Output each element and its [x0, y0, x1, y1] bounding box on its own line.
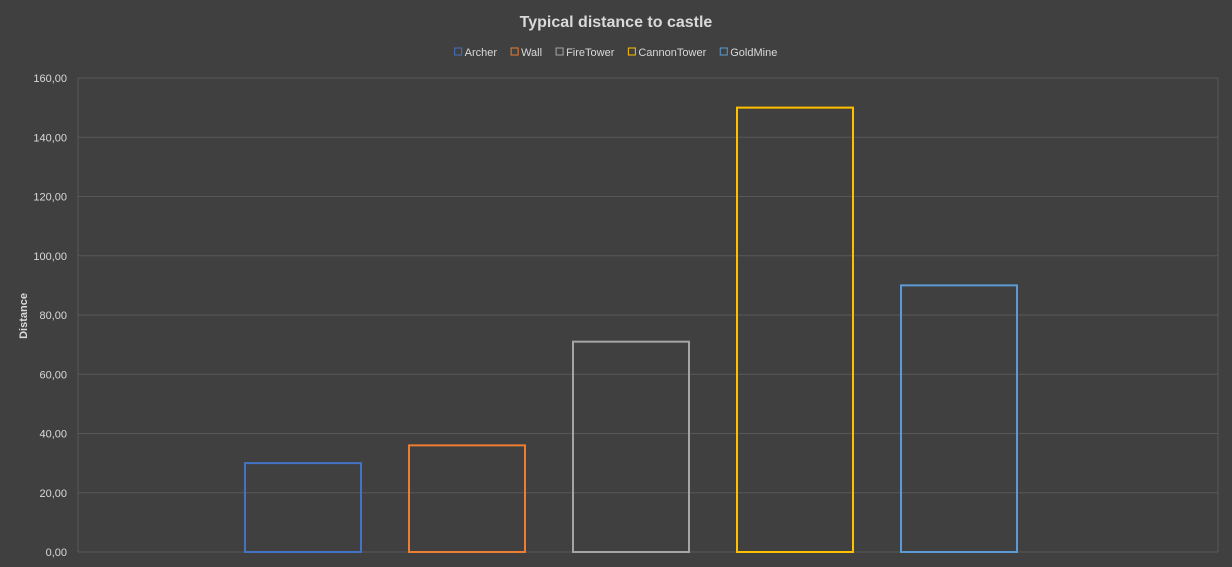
legend-label: Wall [521, 47, 542, 59]
legend-label: CannonTower [638, 47, 706, 59]
bar-wall [408, 444, 526, 554]
y-tick-label: 100,00 [33, 251, 67, 263]
legend-item-wall: Wall [510, 47, 542, 59]
legend-item-archer: Archer [454, 47, 498, 59]
y-tick-label: 120,00 [33, 192, 67, 204]
gridlines [77, 77, 1219, 553]
y-tick-label: 60,00 [39, 369, 67, 381]
legend-item-cannontower: CannonTower [627, 47, 707, 59]
bars [244, 106, 1018, 554]
y-axis-tick-labels: 0,00 20,00 40,00 60,00 80,00 100,00 120,00 140,… [33, 73, 67, 559]
bar-archer [244, 462, 362, 553]
legend-label: FireTower [566, 47, 615, 59]
legend-item-firetower: FireTower [555, 47, 615, 59]
legend-label: GoldMine [730, 47, 777, 59]
bar-goldmine [900, 284, 1018, 553]
y-tick-label: 80,00 [39, 310, 67, 322]
y-tick-label: 160,00 [33, 73, 67, 85]
bar-cannontower [736, 106, 854, 553]
y-tick-label: 0,00 [46, 547, 67, 559]
y-tick-label: 140,00 [33, 132, 67, 144]
legend-label: Archer [465, 47, 498, 59]
chart-title: Typical distance to castle [520, 14, 713, 31]
legend: Archer Wall FireTower CannonTower GoldMine [454, 47, 777, 59]
legend-swatch [555, 47, 564, 56]
y-tick-label: 40,00 [39, 429, 67, 441]
legend-item-goldmine: GoldMine [719, 47, 777, 59]
y-tick-label: 20,00 [39, 488, 67, 500]
bar-firetower [572, 340, 690, 553]
legend-swatch [627, 47, 636, 56]
y-axis-title: Distance [18, 293, 30, 339]
legend-swatch [719, 47, 728, 56]
legend-swatch [454, 47, 463, 56]
legend-swatch [510, 47, 519, 56]
